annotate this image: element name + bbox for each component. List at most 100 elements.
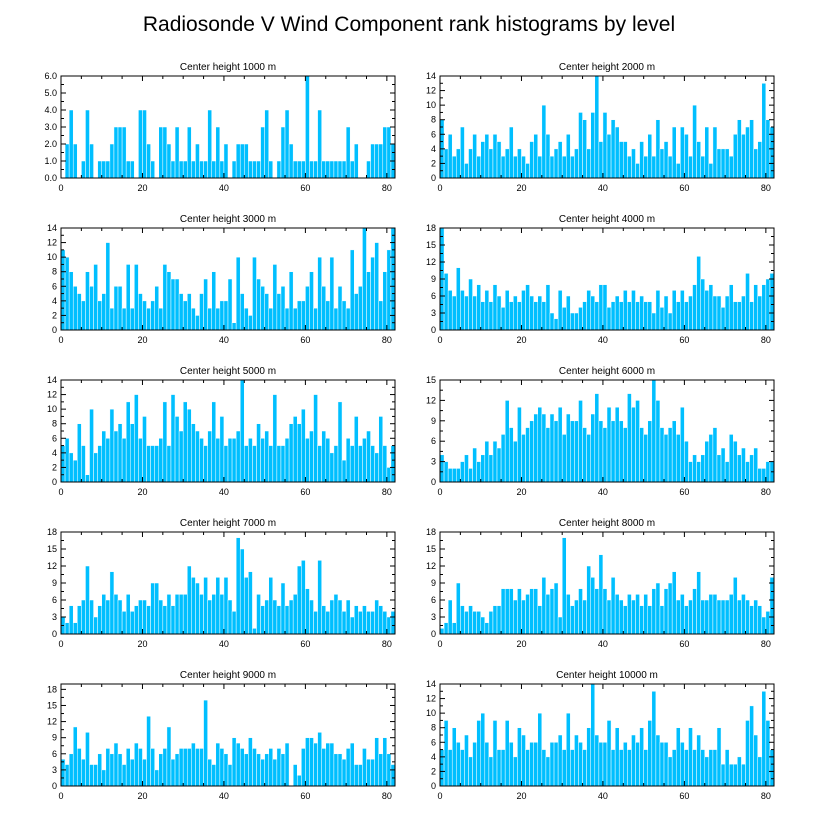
bar (635, 400, 640, 483)
bar (223, 445, 229, 483)
bar (345, 126, 351, 179)
y-tick-label: 6 (431, 291, 436, 301)
bar (296, 423, 302, 483)
bar (203, 278, 208, 331)
bar (549, 588, 555, 635)
bar (468, 756, 473, 787)
bar (680, 594, 685, 635)
bar (207, 109, 212, 179)
x-tick-label: 80 (382, 487, 392, 497)
bar (199, 293, 204, 331)
bar (284, 307, 290, 331)
bar (757, 468, 763, 483)
bar (125, 160, 131, 179)
bar (508, 588, 514, 635)
bar (162, 401, 168, 483)
bar (280, 582, 286, 635)
bar (753, 599, 758, 635)
bar (566, 413, 571, 483)
x-tick-label: 60 (679, 335, 689, 345)
bar (390, 445, 396, 483)
bar (211, 160, 217, 179)
bar (675, 163, 681, 179)
bar (211, 594, 217, 635)
bar (199, 438, 204, 483)
bar (321, 605, 327, 635)
bar (492, 284, 498, 331)
bar (101, 160, 107, 179)
bar (142, 416, 147, 483)
bar (545, 756, 551, 787)
panel-title: Center height 10000 m (556, 670, 658, 681)
y-tick-label: 6 (52, 749, 57, 759)
bar (496, 749, 502, 787)
bar (317, 732, 322, 787)
bar (89, 408, 94, 483)
bar (553, 742, 559, 787)
y-tick-label: 10 (426, 100, 436, 110)
bar (578, 742, 583, 787)
bar (610, 749, 616, 787)
bar (582, 301, 587, 331)
bar (97, 160, 102, 179)
bar (728, 434, 734, 483)
bar (268, 445, 274, 483)
bar (631, 290, 636, 331)
bar (545, 594, 551, 635)
y-tick-label: 15 (426, 544, 436, 554)
bar (618, 301, 624, 331)
y-tick-label: 12 (47, 561, 57, 571)
bar (260, 438, 265, 483)
bar (244, 307, 249, 331)
bar (594, 393, 600, 483)
bar (460, 605, 465, 635)
bar (521, 155, 526, 179)
y-tick-label: 10 (426, 708, 436, 718)
bar (525, 163, 530, 179)
bar (309, 599, 314, 635)
bar (590, 295, 596, 331)
bar (329, 599, 335, 635)
bar (97, 753, 102, 787)
bar (105, 748, 111, 787)
bar (749, 605, 754, 635)
x-tick-label: 40 (219, 791, 229, 801)
bar (610, 301, 616, 331)
panel-title: Center height 2000 m (559, 62, 655, 73)
bar (594, 75, 600, 179)
bar (590, 577, 596, 635)
bar (737, 756, 742, 787)
bar (541, 104, 547, 179)
x-tick-label: 80 (382, 639, 392, 649)
bar (525, 284, 530, 331)
bar (321, 160, 327, 179)
bar (549, 155, 555, 179)
panel-title: Center height 4000 m (559, 214, 655, 225)
bar (663, 141, 669, 179)
bar (386, 126, 392, 179)
bar (586, 290, 591, 331)
bar (195, 430, 200, 483)
x-tick-label: 40 (219, 335, 229, 345)
x-tick-label: 80 (382, 791, 392, 801)
y-tick-label: 2 (431, 158, 436, 168)
bar (166, 594, 172, 635)
bar (366, 758, 371, 787)
bar (488, 611, 494, 635)
bar (635, 163, 640, 179)
bar (117, 286, 123, 331)
bar (150, 160, 155, 179)
bar (333, 160, 339, 179)
bar (602, 427, 608, 483)
bar (101, 594, 107, 635)
bar (129, 611, 135, 635)
bar (341, 758, 347, 787)
x-tick-label: 40 (598, 335, 608, 345)
bar (325, 438, 331, 483)
bar (72, 143, 78, 179)
bar (704, 756, 710, 787)
bar (651, 379, 657, 483)
x-tick-label: 20 (516, 335, 526, 345)
bar (659, 742, 665, 787)
bar (182, 594, 188, 635)
